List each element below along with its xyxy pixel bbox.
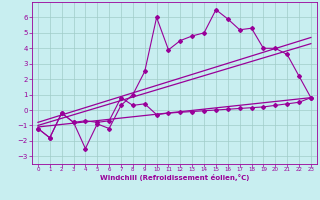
X-axis label: Windchill (Refroidissement éolien,°C): Windchill (Refroidissement éolien,°C): [100, 174, 249, 181]
